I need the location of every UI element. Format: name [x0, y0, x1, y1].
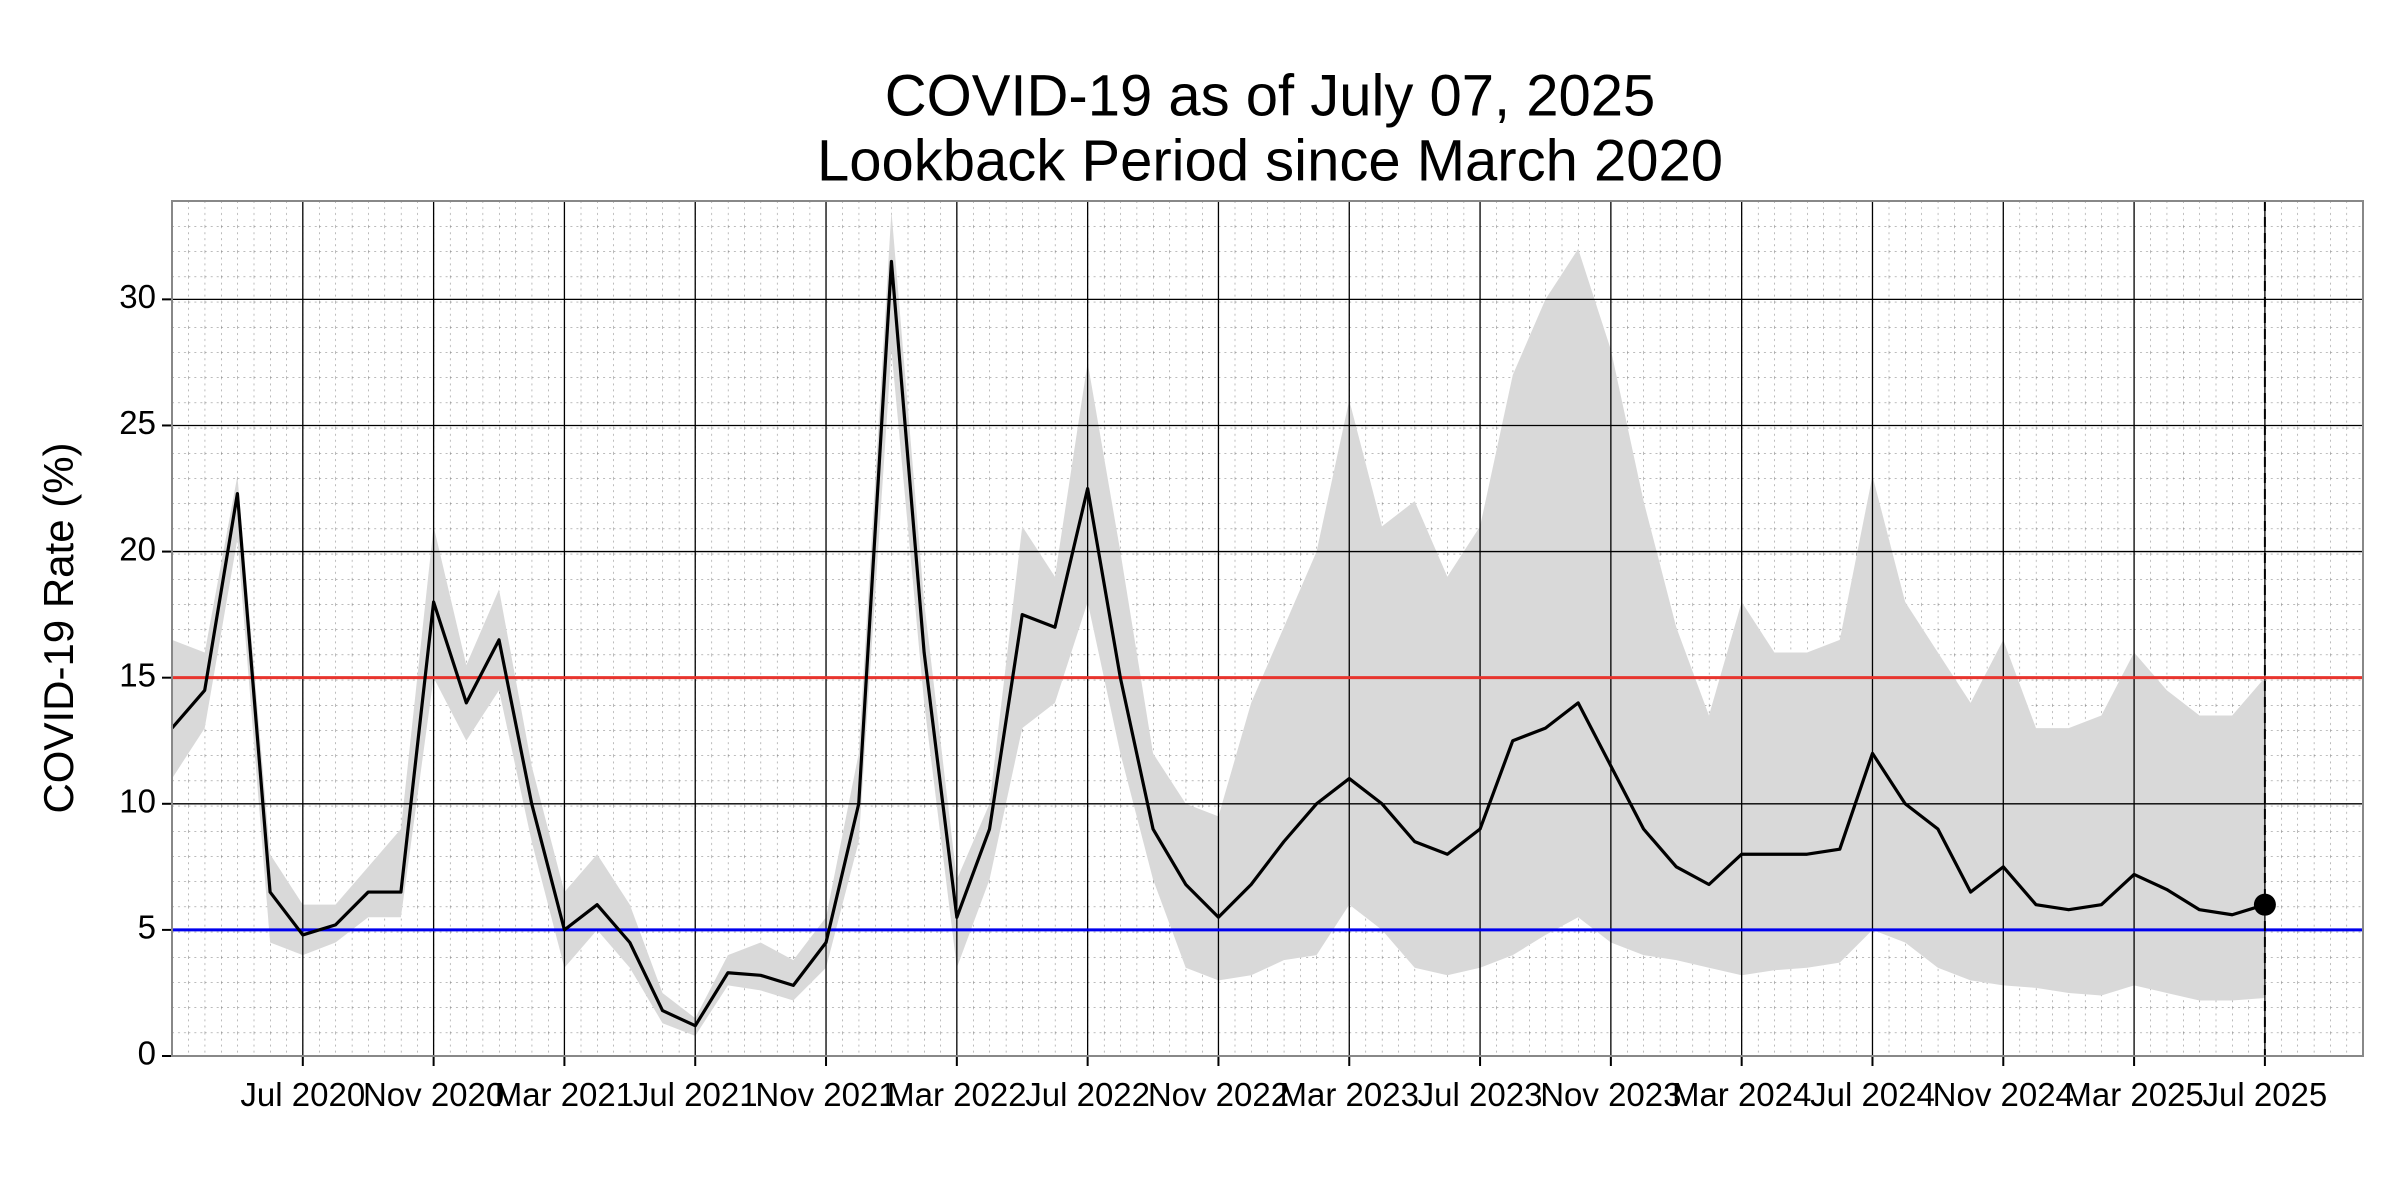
y-tick-label: 15 — [119, 656, 156, 693]
x-tick-label: Jul 2025 — [2203, 1076, 2328, 1113]
x-tick-label: Jul 2020 — [240, 1076, 365, 1113]
x-tick-label: Nov 2024 — [1933, 1076, 2074, 1113]
x-tick-label: Nov 2023 — [1540, 1076, 1681, 1113]
x-tick-label: Nov 2022 — [1148, 1076, 1289, 1113]
y-tick-label: 30 — [119, 278, 156, 315]
y-axis-label: COVID-19 Rate (%) — [35, 442, 82, 813]
chart-subtitle: Lookback Period since March 2020 — [817, 128, 1723, 193]
y-tick-label: 25 — [119, 404, 156, 441]
x-tick-label: Jul 2024 — [1810, 1076, 1935, 1113]
x-tick-label: Jul 2022 — [1025, 1076, 1150, 1113]
x-tick-label: Jul 2021 — [633, 1076, 758, 1113]
x-tick-label: Jul 2023 — [1418, 1076, 1543, 1113]
x-tick-label: Mar 2022 — [887, 1076, 1026, 1113]
chart-title: COVID-19 as of July 07, 2025 — [885, 63, 1656, 128]
x-tick-label: Mar 2025 — [2064, 1076, 2203, 1113]
plot-frame — [171, 200, 2364, 1057]
y-tick-label: 0 — [138, 1035, 156, 1072]
y-tick-label: 20 — [119, 530, 156, 567]
x-tick-label: Mar 2023 — [1280, 1076, 1419, 1113]
latest-point — [2253, 893, 2276, 916]
x-tick-label: Nov 2020 — [363, 1076, 504, 1113]
rate-line — [170, 259, 2266, 1028]
x-tick-label: Mar 2021 — [495, 1076, 634, 1113]
x-tick-label: Mar 2024 — [1672, 1076, 1811, 1113]
x-tick-label: Nov 2021 — [755, 1076, 896, 1113]
y-tick-label: 5 — [138, 909, 156, 946]
y-tick-label: 10 — [119, 783, 156, 820]
